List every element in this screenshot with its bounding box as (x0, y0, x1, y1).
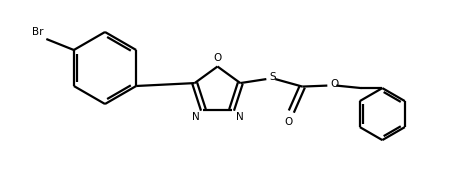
Text: O: O (330, 79, 339, 89)
Text: N: N (192, 112, 199, 122)
Text: S: S (269, 72, 276, 82)
Text: Br: Br (33, 27, 44, 37)
Text: O: O (213, 53, 222, 63)
Text: O: O (285, 117, 293, 127)
Text: N: N (236, 112, 243, 122)
